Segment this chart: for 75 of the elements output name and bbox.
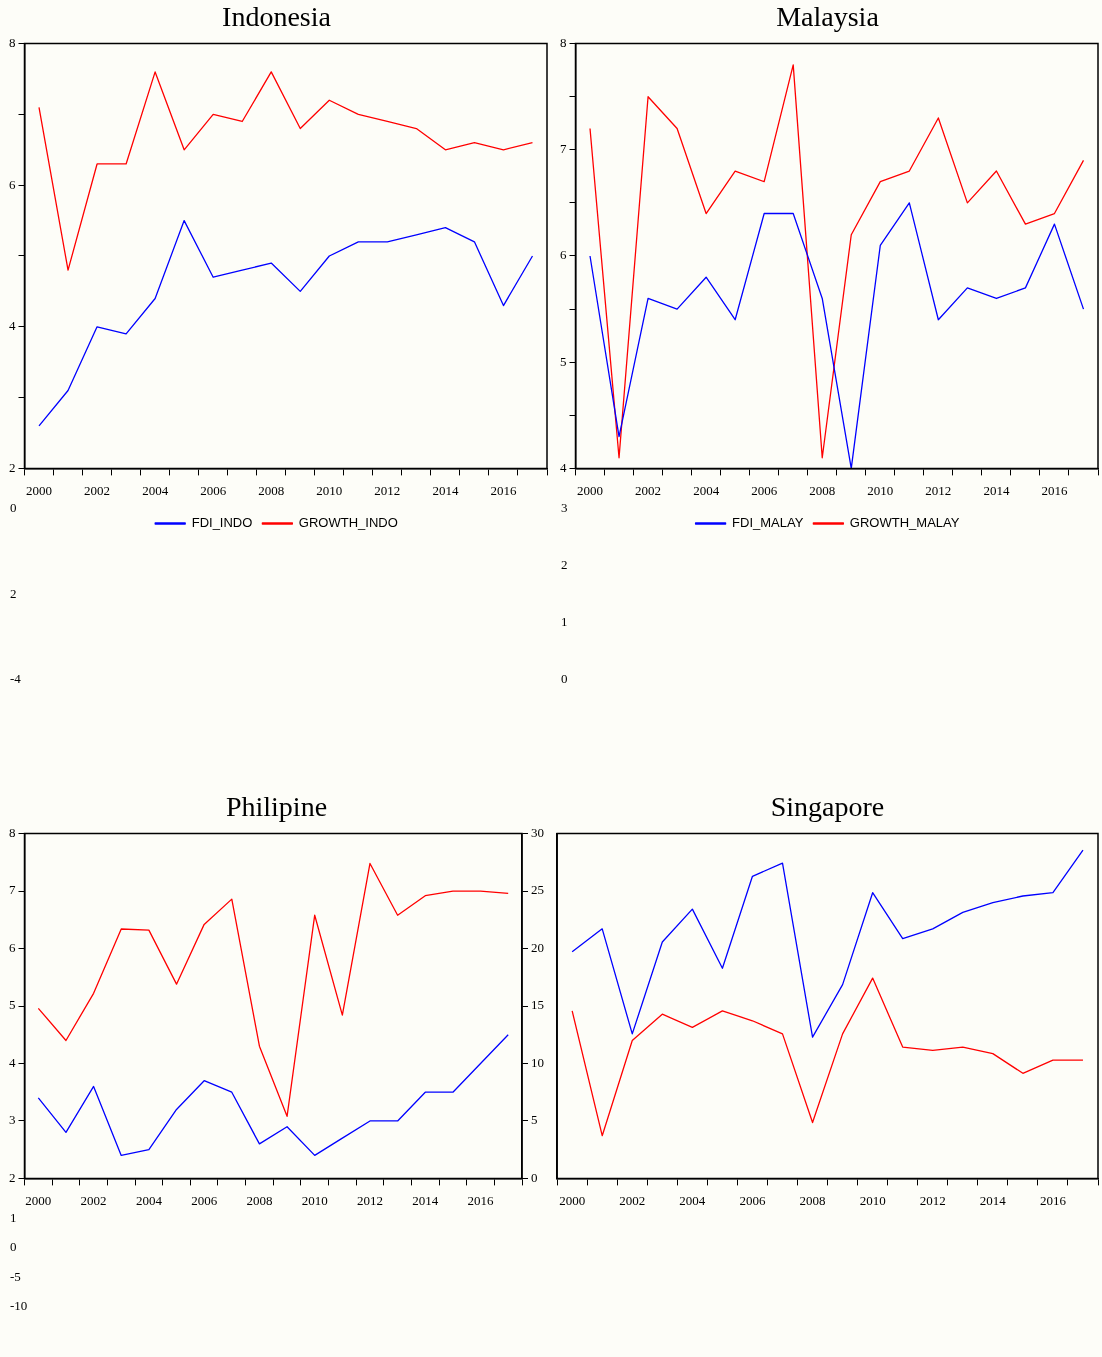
text: 1: [561, 614, 568, 630]
x-tick-label: 2002: [619, 1192, 646, 1208]
x-tick-label: 2006: [751, 482, 778, 498]
text: -10: [10, 1298, 28, 1314]
x-tick-label: 2008: [809, 482, 836, 498]
x-tick-label: 2014: [983, 482, 1010, 498]
y2-tick-label: 0: [531, 1169, 538, 1185]
x-tick-label: 2014: [979, 1192, 1007, 1208]
y-tick-label: 6: [560, 247, 567, 263]
legend-label: FDI_MALAY: [732, 515, 804, 531]
y-tick-label: 7: [560, 141, 567, 157]
text: -4: [10, 671, 22, 687]
x-tick-label: 2000: [577, 482, 604, 498]
text: 0: [10, 499, 17, 515]
y-tick-label: 5: [560, 353, 567, 369]
x-tick-label: 2014: [432, 482, 459, 498]
chart-title: Indonesia: [222, 1, 332, 33]
x-tick-label: 2012: [919, 1192, 946, 1208]
x-tick-label: 2012: [925, 482, 952, 498]
chart-title: Malaysia: [776, 1, 880, 33]
x-tick-label: 2006: [200, 482, 227, 498]
text: 0: [10, 1239, 17, 1255]
x-tick-label: 2002: [80, 1192, 107, 1208]
y2-tick-label: 20: [531, 939, 544, 955]
x-tick-label: 2002: [635, 482, 662, 498]
legend-label: GROWTH_INDO: [298, 515, 398, 531]
y-tick-label: 5: [9, 997, 16, 1013]
x-tick-label: 2010: [316, 482, 343, 498]
x-tick-label: 2006: [739, 1192, 766, 1208]
x-tick-label: 2016: [490, 482, 517, 498]
y-tick-label: 3: [9, 1112, 16, 1128]
y-tick-label: 6: [9, 939, 16, 955]
chart-title: Philipine: [225, 791, 328, 823]
x-tick-label: 2008: [258, 482, 285, 498]
x-tick-label: 2016: [1039, 1192, 1067, 1208]
y2-tick-label: 15: [531, 997, 544, 1013]
x-tick-label: 2016: [1041, 482, 1068, 498]
x-tick-label: 2010: [867, 482, 894, 498]
y2-tick-label: 30: [531, 825, 544, 841]
x-tick-label: 2004: [693, 482, 720, 498]
y-tick-label: 7: [9, 882, 16, 898]
y-tick-label: 8: [9, 35, 16, 51]
x-tick-label: 2014: [412, 1192, 439, 1208]
x-tick-label: 2016: [467, 1192, 495, 1208]
x-tick-label: 2002: [84, 482, 111, 498]
y-tick-label: 8: [9, 825, 16, 841]
x-tick-label: 2004: [679, 1192, 706, 1208]
x-tick-label: 2010: [859, 1192, 886, 1208]
y-tick-label: 2: [9, 1169, 16, 1185]
y-tick-label: 6: [9, 176, 16, 192]
x-tick-label: 2008: [799, 1192, 826, 1208]
x-tick-label: 2000: [26, 482, 53, 498]
y2-tick-label: 25: [531, 882, 544, 898]
y-tick-label: 4: [9, 318, 16, 334]
y-tick-label: 2: [9, 459, 16, 475]
chart-title: Singapore: [770, 791, 885, 823]
x-tick-label: 2010: [301, 1192, 328, 1208]
x-tick-label: 2006: [191, 1192, 218, 1208]
text: -5: [10, 1268, 21, 1284]
y-tick-label: 4: [560, 459, 567, 475]
text: 0: [561, 671, 568, 687]
legend-label: GROWTH_MALAY: [849, 515, 960, 531]
x-tick-label: 2008: [246, 1192, 273, 1208]
x-tick-label: 2012: [374, 482, 401, 498]
x-tick-label: 2004: [135, 1192, 163, 1208]
y2-tick-label: 5: [531, 1112, 538, 1128]
text: 1: [10, 1209, 17, 1225]
x-tick-label: 2000: [25, 1192, 52, 1208]
y-tick-label: 8: [560, 35, 567, 51]
x-tick-label: 2004: [142, 482, 169, 498]
legend-label: FDI_INDO: [191, 515, 253, 531]
x-tick-label: 2012: [356, 1192, 383, 1208]
x-tick-label: 2000: [559, 1192, 586, 1208]
y-tick-label: 4: [9, 1054, 16, 1070]
y2-tick-label: 10: [531, 1054, 544, 1070]
